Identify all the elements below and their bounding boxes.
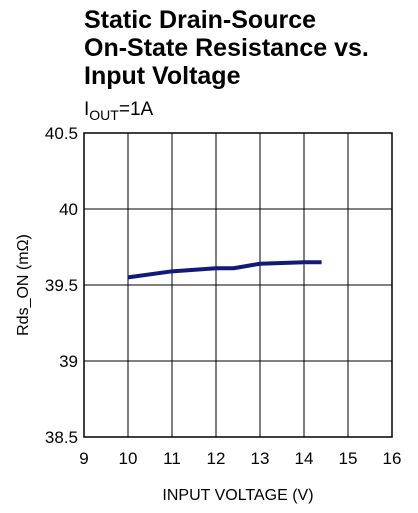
line xyxy=(127,260,322,280)
x-tick-label: 9 xyxy=(79,449,88,468)
plot-frame xyxy=(83,132,393,438)
x-tick-label: 14 xyxy=(295,449,314,468)
x-tick-label: 11 xyxy=(163,449,181,468)
x-axis-label: INPUT VOLTAGE (V) xyxy=(162,487,313,504)
subtitle-part: =1A xyxy=(119,99,154,120)
y-tick-label: 38.5 xyxy=(45,428,78,447)
y-tick-label: 39.5 xyxy=(45,276,78,295)
y-axis-label: Rds_ON (mΩ) xyxy=(15,234,32,336)
chart-subtitle: IOUT=1A xyxy=(84,99,154,123)
x-tick-label: 13 xyxy=(251,449,270,468)
chart-title: On-State Resistance vs. xyxy=(84,34,369,62)
y-tick-label: 40 xyxy=(59,200,78,219)
chart-title: Static Drain-Source xyxy=(84,6,316,34)
chart-title: Input Voltage xyxy=(84,62,241,90)
subtitle-part: OUT xyxy=(89,107,119,123)
y-tick-label: 40.5 xyxy=(45,124,78,143)
y-tick-label: 39 xyxy=(59,352,78,371)
x-tick-label: 16 xyxy=(383,449,402,468)
x-tick-label: 15 xyxy=(339,449,358,468)
x-tick-label: 10 xyxy=(119,449,138,468)
x-tick-label: 12 xyxy=(207,449,226,468)
subtitle-part: I xyxy=(84,99,89,120)
